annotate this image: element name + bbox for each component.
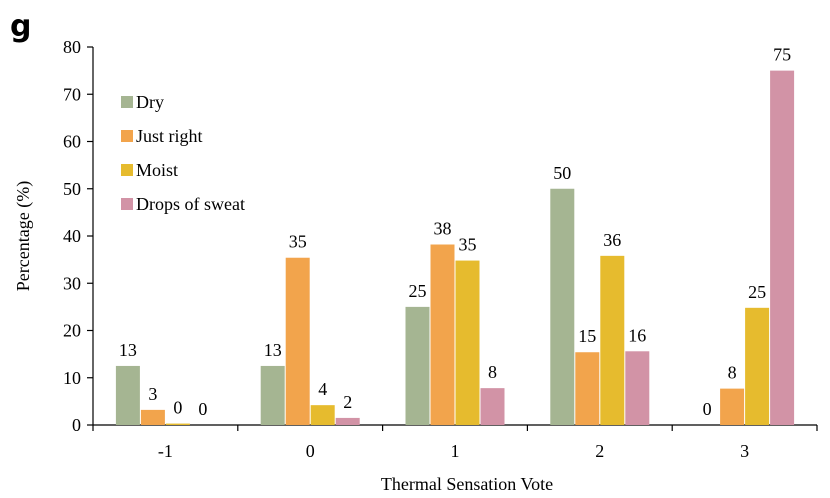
- y-tick-label: 50: [63, 179, 81, 199]
- y-tick-label: 10: [63, 368, 81, 388]
- x-tick-label: 3: [740, 441, 749, 461]
- bar-moist: [745, 307, 770, 425]
- data-label: 16: [628, 325, 646, 345]
- data-label: 8: [728, 363, 737, 383]
- data-label: 35: [459, 235, 477, 255]
- bar-just-right: [285, 257, 310, 425]
- legend-label: Drops of sweat: [136, 194, 245, 214]
- data-label: 50: [553, 163, 571, 183]
- bar-moist: [165, 423, 190, 425]
- y-tick-label: 0: [72, 415, 81, 435]
- x-tick-label: -1: [158, 441, 173, 461]
- legend: Dry Just right Moist Drops of sweat: [121, 92, 245, 214]
- x-tick-label: 1: [451, 441, 460, 461]
- bar-moist: [600, 255, 625, 425]
- bar-dry: [405, 306, 430, 425]
- y-tick-label: 60: [63, 132, 81, 152]
- x-tick-label: 2: [595, 441, 604, 461]
- data-label: 75: [773, 45, 791, 65]
- legend-swatch: [121, 198, 133, 210]
- data-label: 36: [603, 230, 621, 250]
- legend-label: Dry: [136, 92, 164, 112]
- bar-just-right: [575, 352, 600, 425]
- data-label: 35: [289, 232, 307, 252]
- data-label: 0: [703, 399, 712, 419]
- legend-swatch: [121, 130, 133, 142]
- y-tick-label: 80: [63, 37, 81, 57]
- bar-drops-of-sweat: [480, 388, 505, 425]
- y-tick-label: 70: [63, 84, 81, 104]
- panel-label: g: [10, 9, 31, 44]
- bar-drops-of-sweat: [335, 417, 360, 425]
- y-axis-title: Percentage (%): [13, 181, 34, 291]
- data-label: 15: [578, 326, 596, 346]
- data-label: 0: [198, 399, 207, 419]
- bar-dry: [550, 188, 575, 425]
- legend-swatch: [121, 96, 133, 108]
- y-tick-label: 20: [63, 321, 81, 341]
- legend-label: Moist: [136, 160, 178, 180]
- bar-moist: [310, 405, 335, 425]
- data-label: 25: [409, 281, 427, 301]
- y-tick-label: 40: [63, 226, 81, 246]
- data-label: 3: [148, 384, 157, 404]
- x-axis-title: Thermal Sensation Vote: [381, 474, 553, 494]
- bar-moist: [455, 260, 480, 425]
- data-label: 13: [119, 340, 137, 360]
- data-label: 4: [318, 379, 327, 399]
- bar-dry: [115, 365, 140, 425]
- bar-just-right: [430, 244, 455, 425]
- data-label: 25: [748, 282, 766, 302]
- legend-swatch: [121, 164, 133, 176]
- bar-just-right: [140, 409, 165, 425]
- legend-label: Just right: [136, 126, 203, 146]
- data-label: 2: [343, 392, 352, 412]
- x-tick-label: 0: [306, 441, 315, 461]
- y-tick-label: 30: [63, 273, 81, 293]
- data-label: 0: [173, 398, 182, 418]
- bar-drops-of-sweat: [770, 70, 795, 425]
- bar-drops-of-sweat: [625, 351, 650, 425]
- data-label: 13: [264, 340, 282, 360]
- bar-just-right: [720, 388, 745, 425]
- bar-dry: [260, 365, 285, 425]
- data-label: 38: [434, 219, 452, 239]
- data-label: 8: [488, 362, 497, 382]
